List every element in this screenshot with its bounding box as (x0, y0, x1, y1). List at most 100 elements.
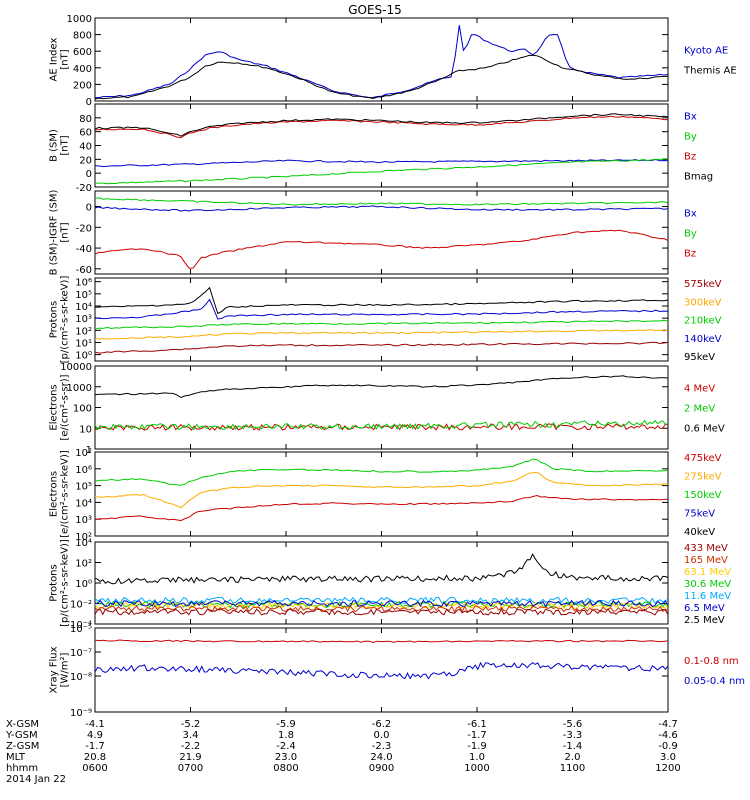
y-tick-label: 10⁻⁵ (70, 624, 92, 635)
panel-protons2: 10⁻⁴ 10⁻² 10⁰ 10² 10⁴ Protons[p/(cm²-s-sr-keV… (49, 538, 732, 631)
ephemeris-value: 0600 (82, 763, 107, 774)
series-150kev (95, 494, 668, 522)
y-tick-label: -20 (76, 223, 92, 234)
y-axis-label-line: [W/m²] (60, 652, 71, 687)
ephemeris-value: -4.1 (85, 719, 105, 730)
ephemeris-value: -1.7 (467, 730, 487, 741)
y-tick-label: 10⁷ (75, 448, 92, 459)
series-433-mev (95, 553, 668, 585)
panel-frame (94, 541, 669, 625)
y-axis-label-line: [nT] (60, 135, 71, 155)
legend-entry: 300keV (684, 297, 722, 308)
y-axis-label-line: [nT] (60, 49, 71, 69)
y-axis-label-line: [p/(cm²-s-sr-keV)] (60, 276, 71, 364)
series-275kev (95, 471, 668, 509)
legend-entry: 210keV (684, 316, 722, 327)
legend-entry: 140keV (684, 334, 722, 345)
ephemeris-value: 21.9 (179, 752, 201, 763)
y-tick-label: 10000 (60, 362, 92, 373)
ephemeris-value: -1.9 (467, 741, 487, 752)
ephemeris-row-label: Z-GSM (6, 741, 39, 752)
ephemeris-value: -4.6 (658, 730, 678, 741)
legend-entry: Bx (684, 209, 697, 220)
y-tick-label: 10⁻⁴ (70, 620, 92, 631)
series-by (95, 158, 668, 185)
ephemeris-value: 24.0 (370, 752, 392, 763)
ephemeris-value: -5.6 (563, 719, 583, 730)
series-165-mev (95, 604, 668, 613)
y-tick-label: 10² (75, 559, 92, 570)
y-tick-label: 10¹ (75, 338, 92, 349)
legend-entry: 11.6 MeV (684, 591, 731, 602)
legend-entry: 75keV (684, 509, 715, 520)
y-tick-label: 0 (86, 203, 92, 214)
panel-bigrf: -60 -40 -20 0 B (SM)-IGRF (SM)[nT] Bx By Bz (49, 190, 697, 276)
y-tick-label: 100 (73, 404, 92, 415)
panel-frame (94, 17, 669, 102)
legend-entry: 40keV (684, 527, 715, 538)
y-tick-label: 1 (86, 445, 92, 456)
ephemeris-value: -6.1 (467, 719, 487, 730)
legend-entry: 4 MeV (684, 384, 715, 395)
y-tick-label: 10⁶ (75, 278, 92, 289)
y-tick-label: 20 (79, 155, 92, 166)
y-tick-label: 0 (86, 169, 92, 180)
y-tick-label: 1000 (67, 383, 92, 394)
y-axis-label-line: [nT] (60, 222, 71, 242)
series-by (95, 197, 668, 206)
ephemeris-row-label: MLT (6, 752, 26, 763)
ephemeris-value: 0900 (369, 763, 394, 774)
ephemeris-value: -1.4 (563, 741, 583, 752)
ephemeris-row-label: hhmm (6, 763, 38, 774)
y-tick-label: 10⁵ (75, 482, 92, 493)
y-tick-label: 10⁻⁷ (70, 648, 92, 659)
ephemeris-value: -5.2 (181, 719, 201, 730)
y-axis-label-line: B (SM) (49, 129, 60, 162)
series-bx (95, 158, 668, 168)
legend-entry: 6.5 MeV (684, 603, 725, 614)
ephemeris-value: 20.8 (84, 752, 106, 763)
series-300kev (95, 298, 668, 320)
y-axis-label-line: Xray Flux (49, 646, 60, 693)
ephemeris-value: -5.9 (276, 719, 296, 730)
ephemeris-value: 1.0 (469, 752, 485, 763)
ephemeris-value: -2.4 (276, 741, 296, 752)
legend-entry: 0.6 MeV (684, 424, 725, 435)
y-axis-label: Protons[p/(cm²-s-sr-keV)] (49, 276, 71, 364)
y-tick-label: 200 (73, 80, 92, 91)
y-axis-label: Electrons[e/(cm²-s-sr-keV)] (49, 450, 71, 538)
ephemeris-value: -2.2 (181, 741, 201, 752)
legend-entry: 433 MeV (684, 543, 728, 554)
y-axis-label: Protons[p/(cm²-s-sr-keV)] (49, 539, 71, 627)
legend-entry: Bz (684, 249, 696, 260)
panel-electrons2: 10² 10³ 10⁴ 10⁵ 10⁶ 10⁷ Electrons[e/(cm²-s-sr-… (49, 448, 722, 543)
panel-frame (94, 103, 669, 188)
series-0-1-0-8-nm (95, 639, 668, 644)
y-tick-label: 10⁶ (75, 465, 92, 476)
legend-entry: Bx (684, 112, 697, 123)
ephemeris-value: 23.0 (275, 752, 297, 763)
y-axis-label-line: B (SM)-IGRF (SM) (49, 190, 60, 276)
series-themis-ae (95, 54, 668, 100)
y-axis-label: Xray Flux[W/m²] (49, 646, 71, 693)
y-tick-label: 10⁻² (70, 600, 92, 611)
ephemeris-value: 0800 (273, 763, 298, 774)
ephemeris-row-label: X-GSM (6, 719, 39, 730)
y-axis-label: Electrons[e/(cm²-s-sr)] (49, 374, 71, 440)
y-tick-label: -20 (76, 183, 92, 194)
y-tick-label: 10² (75, 326, 92, 337)
panel-xray: 10⁻⁹ 10⁻⁸ 10⁻⁷ 10⁻⁵ Xray Flux[W/m²] 0.1-0.8 n… (49, 624, 746, 719)
legend-entry: 150keV (684, 490, 722, 501)
y-axis-label-line: [e/(cm²-s-sr)] (60, 374, 71, 440)
y-tick-label: 800 (73, 31, 92, 42)
y-tick-label: -60 (76, 265, 92, 276)
ephemeris-value: 1.8 (278, 730, 294, 741)
ephemeris-value: -6.2 (372, 719, 392, 730)
ephemeris-value: 1000 (464, 763, 489, 774)
legend-entry: 575keV (684, 279, 722, 290)
y-axis-label-line: [e/(cm²-s-sr-keV)] (60, 450, 71, 538)
legend-entry: 30.6 MeV (684, 579, 731, 590)
y-tick-label: 40 (79, 142, 92, 153)
legend-entry: 165 MeV (684, 555, 728, 566)
